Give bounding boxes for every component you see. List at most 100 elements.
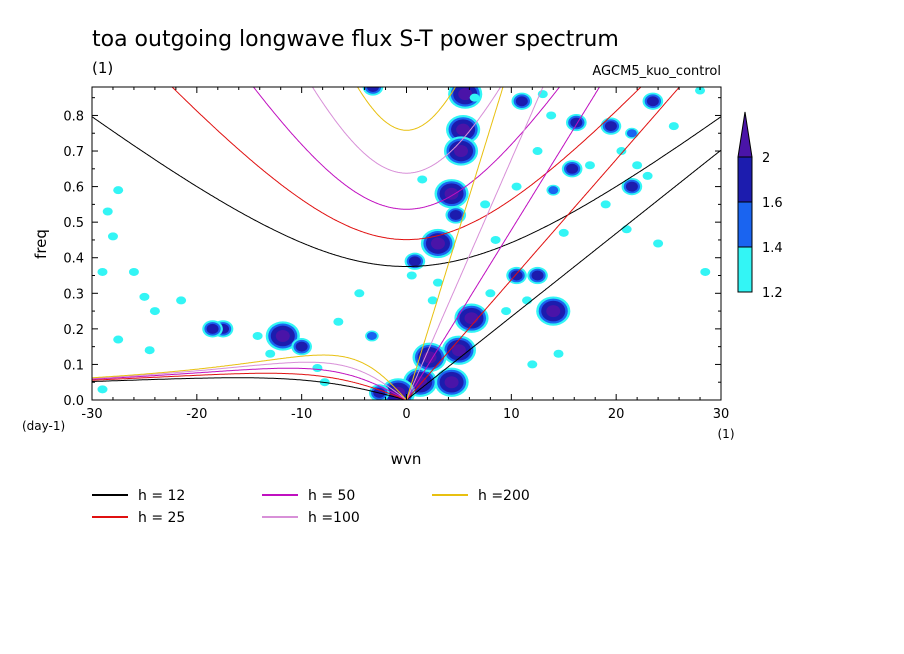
x-unit-label: (1) xyxy=(718,427,735,441)
power-region xyxy=(265,349,276,358)
power-region xyxy=(312,363,323,372)
power-region xyxy=(584,161,595,170)
dispersion-curve xyxy=(92,361,408,400)
dispersion-curve xyxy=(171,87,642,241)
power-region xyxy=(451,344,466,357)
x-tick-label: 0 xyxy=(402,407,410,422)
power-region xyxy=(427,296,438,305)
y-unit-label: (day-1) xyxy=(22,419,65,433)
x-tick-label: 30 xyxy=(713,407,730,422)
power-region xyxy=(366,331,377,340)
colorbar-segment xyxy=(737,156,753,203)
y-tick-label: 0.4 xyxy=(63,252,84,267)
power-region xyxy=(97,385,108,394)
power-region xyxy=(406,271,417,280)
x-axis-label: wvn xyxy=(391,450,422,468)
colorbar-segment xyxy=(737,201,753,248)
colorbar-label: 1.6 xyxy=(762,196,783,211)
dispersion-curve xyxy=(406,87,504,400)
colorbar-label: 1.2 xyxy=(762,286,783,301)
chart-title: toa outgoing longwave flux S-T power spe… xyxy=(92,27,619,52)
y-tick-label: 0.2 xyxy=(63,323,84,338)
power-region xyxy=(432,278,443,287)
power-region xyxy=(97,267,108,276)
power-region xyxy=(546,111,557,120)
power-region xyxy=(417,175,428,184)
power-region xyxy=(532,147,543,156)
power-region xyxy=(616,147,627,156)
power-region xyxy=(548,186,559,195)
y-tick-label: 0.3 xyxy=(63,287,84,302)
power-region xyxy=(252,331,263,340)
y-axis-label: freq xyxy=(32,229,50,259)
power-region xyxy=(408,256,421,267)
dispersion-curve xyxy=(92,354,408,400)
dispersion-curve xyxy=(92,367,408,400)
power-region xyxy=(176,296,187,305)
power-region xyxy=(454,145,469,158)
colorbar-label: 1.4 xyxy=(762,241,783,256)
power-region xyxy=(515,96,528,107)
y-tick-label: 0.5 xyxy=(63,216,84,231)
power-region xyxy=(600,200,611,209)
power-region xyxy=(444,376,459,389)
power-region xyxy=(546,305,561,318)
power-region xyxy=(668,122,679,131)
power-region xyxy=(625,181,638,192)
power-region xyxy=(632,161,643,170)
power-region xyxy=(553,349,564,358)
power-region xyxy=(366,87,379,92)
colorbar-extension xyxy=(737,111,753,158)
x-tick-label: -20 xyxy=(186,407,207,422)
power-region xyxy=(113,335,124,344)
power-region xyxy=(480,200,491,209)
x-tick-label: -10 xyxy=(291,407,312,422)
power-region xyxy=(510,270,523,281)
x-tick-label: -30 xyxy=(81,407,102,422)
power-region xyxy=(621,225,632,234)
power-region xyxy=(275,329,290,342)
power-region xyxy=(522,296,533,305)
power-region xyxy=(444,187,459,200)
legend-label: h = 50 xyxy=(308,488,355,504)
power-region xyxy=(464,312,479,325)
power-region xyxy=(149,307,160,316)
power-region xyxy=(128,267,139,276)
power-region xyxy=(458,88,473,101)
power-region xyxy=(449,210,462,221)
dispersion-curve xyxy=(252,87,561,210)
power-region xyxy=(626,129,637,138)
dispersion-curve xyxy=(356,87,457,131)
power-region xyxy=(566,163,579,174)
power-region xyxy=(642,171,653,180)
legend-label: h =100 xyxy=(308,510,360,526)
power-region xyxy=(139,292,150,301)
power-region xyxy=(485,289,496,298)
x-tick-label: 20 xyxy=(608,407,625,422)
plot-area xyxy=(92,87,721,400)
power-region xyxy=(413,376,428,389)
power-region xyxy=(653,239,664,248)
x-tick-label: 10 xyxy=(503,407,520,422)
power-region xyxy=(531,270,544,281)
y-tick-label: 0.8 xyxy=(63,109,84,124)
colorbar-segment xyxy=(737,246,753,293)
dispersion-curve xyxy=(406,149,721,400)
power-region xyxy=(107,232,118,241)
legend-label: h = 12 xyxy=(138,488,185,504)
power-region xyxy=(695,87,706,95)
run-label: AGCM5_kuo_control xyxy=(592,64,721,79)
colorbar: 1.2 1.4 1.6 2 xyxy=(737,111,783,301)
dispersion-curve xyxy=(311,87,502,174)
power-region xyxy=(469,93,480,102)
power-region xyxy=(354,289,365,298)
power-region xyxy=(558,228,569,237)
y-tick-label: 0.7 xyxy=(63,145,84,160)
y-tick-label: 0.6 xyxy=(63,181,84,196)
power-region xyxy=(113,186,124,195)
power-region xyxy=(570,117,583,128)
power-region xyxy=(333,317,344,326)
colorbar-label: 2 xyxy=(762,151,770,166)
power-region xyxy=(501,307,512,316)
power-region xyxy=(102,207,113,216)
